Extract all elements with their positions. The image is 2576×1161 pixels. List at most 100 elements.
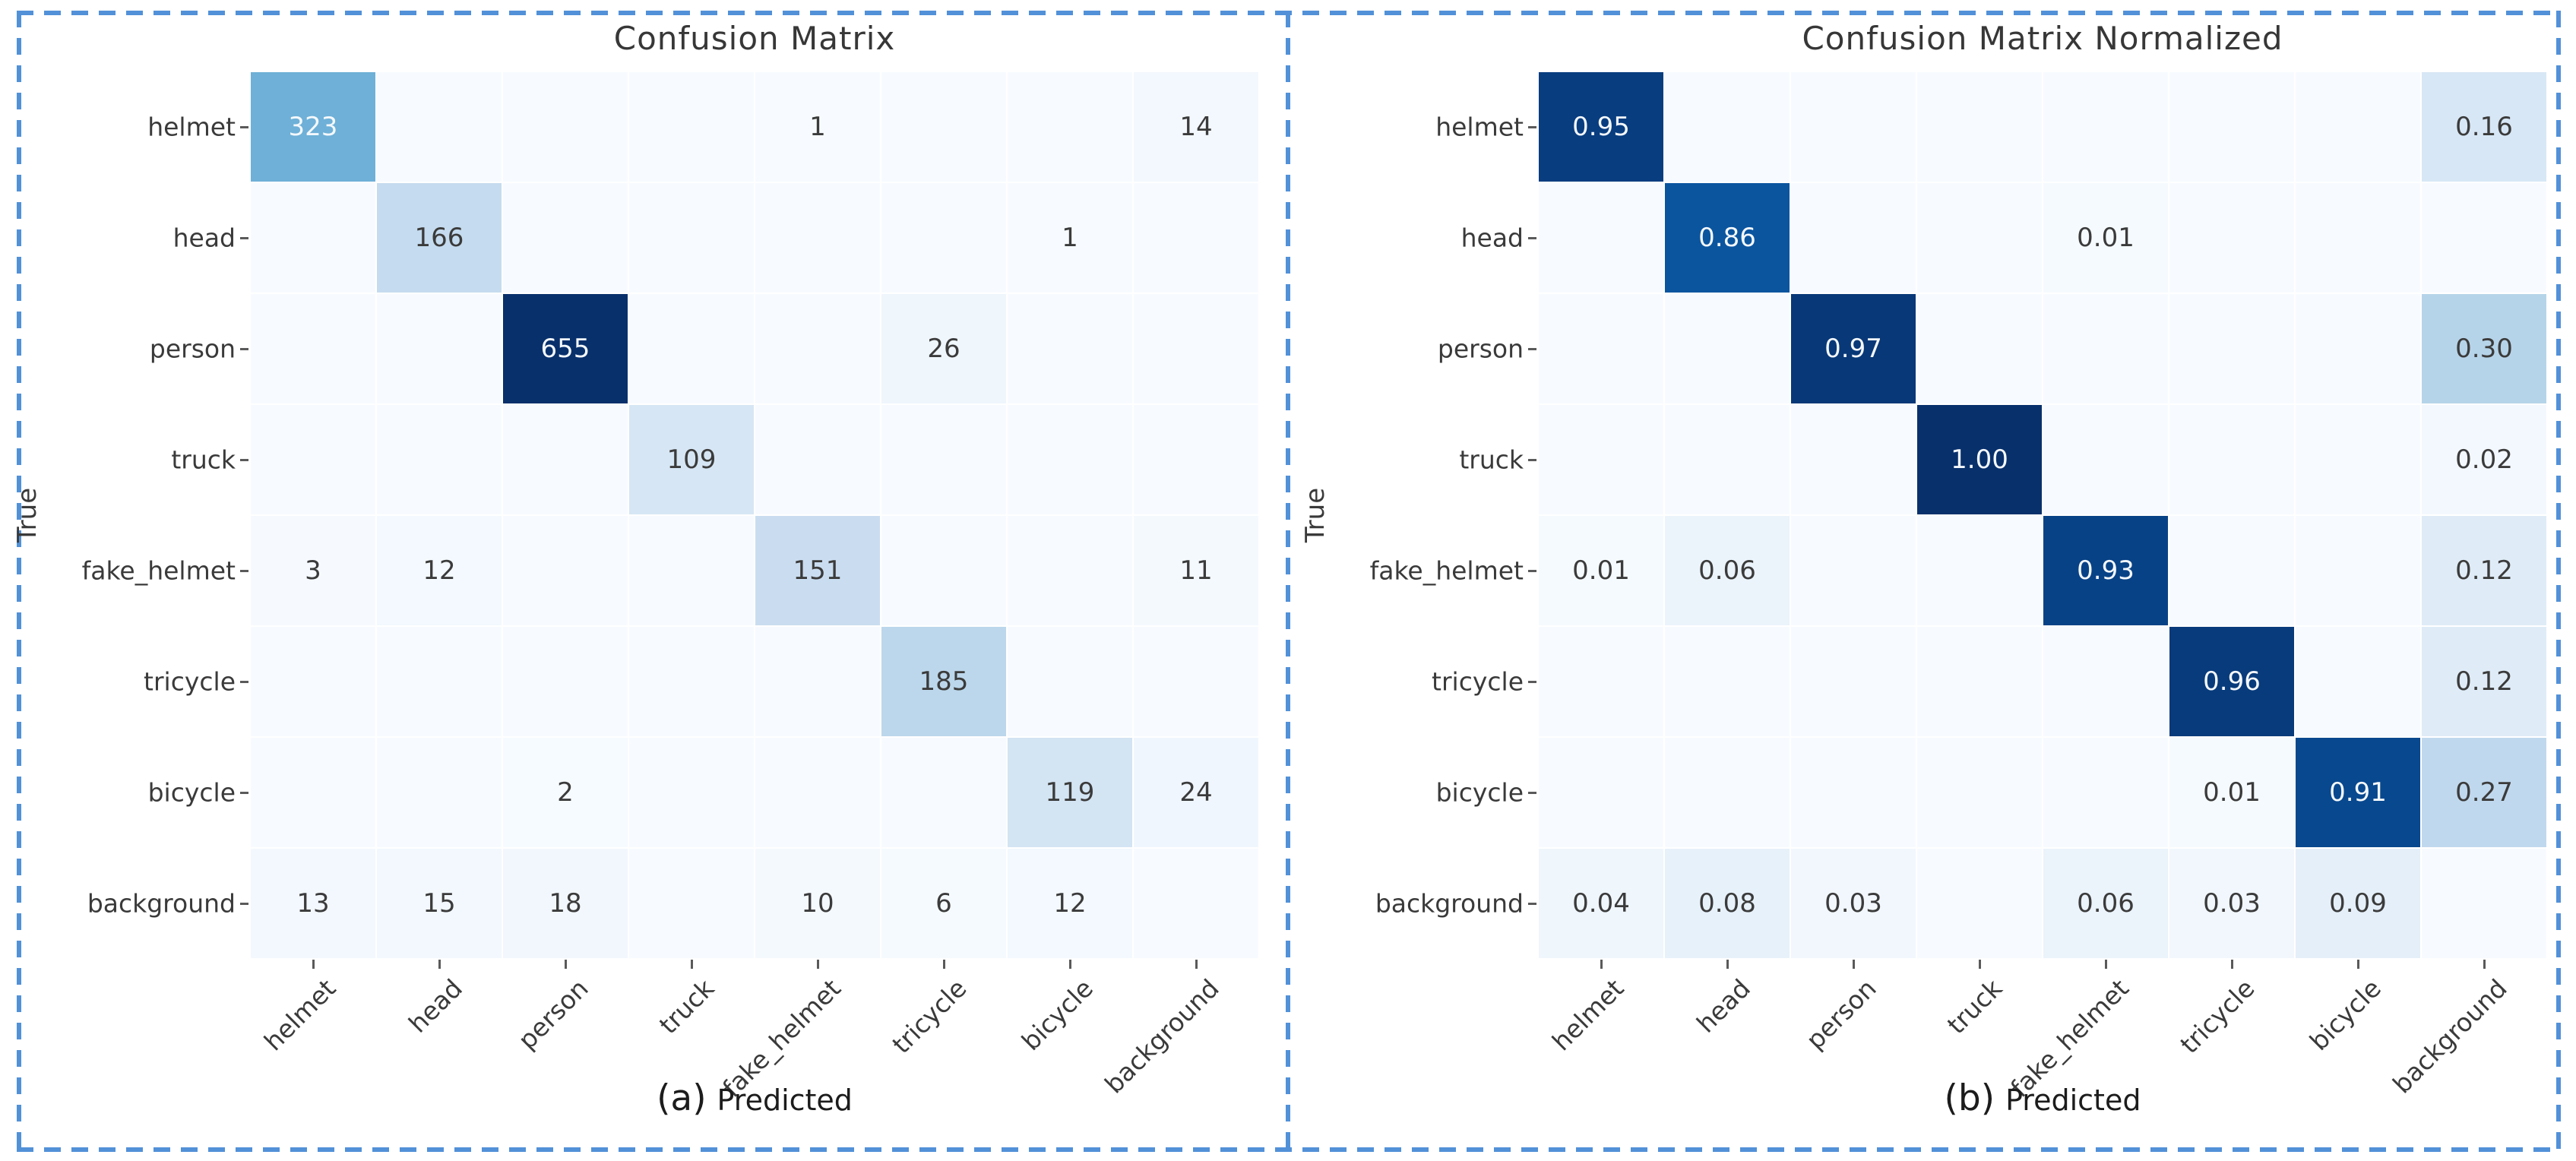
matrix-cell	[377, 405, 502, 514]
x-axis-label: Predicted	[717, 1083, 853, 1117]
matrix-cell	[1791, 72, 1916, 182]
x-tick-mark	[1069, 960, 1071, 969]
subfigure-caption: (b) Predicted	[1539, 1077, 2546, 1119]
matrix-cell: 323	[251, 72, 375, 182]
matrix-cell: 655	[503, 294, 628, 403]
matrix-cell: 0.12	[2422, 627, 2546, 736]
matrix-cell	[2169, 294, 2294, 403]
y-tick-label: head	[172, 223, 236, 253]
matrix-cell	[755, 738, 880, 847]
matrix-cell	[1539, 183, 1663, 293]
matrix-cell	[1791, 516, 1916, 625]
matrix-cell: 2	[503, 738, 628, 847]
y-tick-label: truck	[1459, 444, 1524, 475]
y-axis-label: True	[1300, 487, 1331, 543]
matrix-cell	[629, 516, 754, 625]
y-tick-mark	[1528, 792, 1536, 794]
matrix-cell	[1134, 405, 1258, 514]
matrix-cell	[2422, 183, 2546, 293]
matrix-cell	[1008, 516, 1132, 625]
matrix-cell	[755, 627, 880, 736]
matrix-cell: 0.86	[1665, 183, 1790, 293]
matrix-cell	[2296, 627, 2420, 736]
matrix-cell	[503, 183, 628, 293]
matrix-cell: 1.00	[1917, 405, 2042, 514]
matrix-cell: 0.01	[2169, 738, 2294, 847]
matrix-cell: 0.03	[1791, 849, 1916, 958]
y-tick-label: bicycle	[147, 777, 236, 808]
matrix-cell	[1917, 738, 2042, 847]
x-tick-mark	[1726, 960, 1729, 969]
matrix-cell: 0.06	[1665, 516, 1790, 625]
matrix-cell: 0.03	[2169, 849, 2294, 958]
y-tick-mark	[1528, 681, 1536, 683]
matrix-cell	[2043, 72, 2168, 182]
matrix-cell	[1665, 405, 1790, 514]
matrix-cell	[2296, 516, 2420, 625]
matrix-cell	[1665, 627, 1790, 736]
matrix-cell: 151	[755, 516, 880, 625]
y-tick-mark	[240, 348, 248, 350]
matrix-cell	[2296, 405, 2420, 514]
chart-title: Confusion Matrix Normalized	[1802, 20, 2283, 57]
frame-right-dashed-border	[2556, 11, 2561, 1152]
matrix-cell	[2043, 294, 2168, 403]
matrix-cell	[1008, 294, 1132, 403]
matrix-cell: 6	[881, 849, 1006, 958]
matrix-cell	[503, 405, 628, 514]
y-tick-mark	[1528, 126, 1536, 128]
y-tick-mark	[1528, 570, 1536, 572]
matrix-cell: 13	[251, 849, 375, 958]
matrix-cell	[251, 738, 375, 847]
matrix-cell: 12	[377, 516, 502, 625]
matrix-cell	[1917, 849, 2042, 958]
x-tick-mark	[817, 960, 819, 969]
x-tick-mark	[1195, 960, 1198, 969]
matrix-cell	[881, 405, 1006, 514]
x-tick-mark	[691, 960, 693, 969]
matrix-cell	[629, 72, 754, 182]
y-tick-mark	[240, 459, 248, 461]
matrix-cell: 0.06	[2043, 849, 2168, 958]
matrix-cell	[1665, 294, 1790, 403]
matrix-cell: 15	[377, 849, 502, 958]
matrix-cell	[1539, 294, 1663, 403]
matrix-cell	[1539, 627, 1663, 736]
matrix-cell	[251, 627, 375, 736]
matrix-cell	[881, 72, 1006, 182]
matrix-cell	[1134, 183, 1258, 293]
y-tick-mark	[240, 570, 248, 572]
y-tick-mark	[240, 237, 248, 239]
y-tick-mark	[1528, 237, 1536, 239]
y-tick-mark	[1528, 903, 1536, 905]
matrix-cell	[1665, 72, 1790, 182]
x-tick-mark	[1600, 960, 1603, 969]
matrix-cell	[2043, 405, 2168, 514]
x-tick-mark	[2105, 960, 2107, 969]
matrix-cell: 12	[1008, 849, 1132, 958]
x-axis-label: Predicted	[2005, 1083, 2141, 1117]
matrix-cell: 166	[377, 183, 502, 293]
y-tick-label: bicycle	[1435, 777, 1524, 808]
matrix-cell: 119	[1008, 738, 1132, 847]
matrix-cell: 0.04	[1539, 849, 1663, 958]
matrix-cell	[629, 738, 754, 847]
subfigure-caption: (a) Predicted	[251, 1077, 1258, 1119]
subfigure-letter: (b)	[1944, 1077, 1995, 1119]
matrix-cell: 10	[755, 849, 880, 958]
matrix-cell	[881, 516, 1006, 625]
matrix-cell: 18	[503, 849, 628, 958]
matrix-cell	[1008, 72, 1132, 182]
x-tick-mark	[2357, 960, 2359, 969]
matrix-cell	[2043, 738, 2168, 847]
matrix-cell	[1917, 72, 2042, 182]
y-tick-label: background	[87, 888, 236, 919]
matrix-cell: 14	[1134, 72, 1258, 182]
matrix-cell	[2169, 405, 2294, 514]
matrix-cell	[1134, 849, 1258, 958]
matrix-cell	[503, 627, 628, 736]
y-tick-label: tricycle	[1432, 666, 1524, 697]
matrix-cell	[2169, 72, 2294, 182]
matrix-cell	[2169, 516, 2294, 625]
frame-left-dashed-border	[17, 11, 21, 1152]
